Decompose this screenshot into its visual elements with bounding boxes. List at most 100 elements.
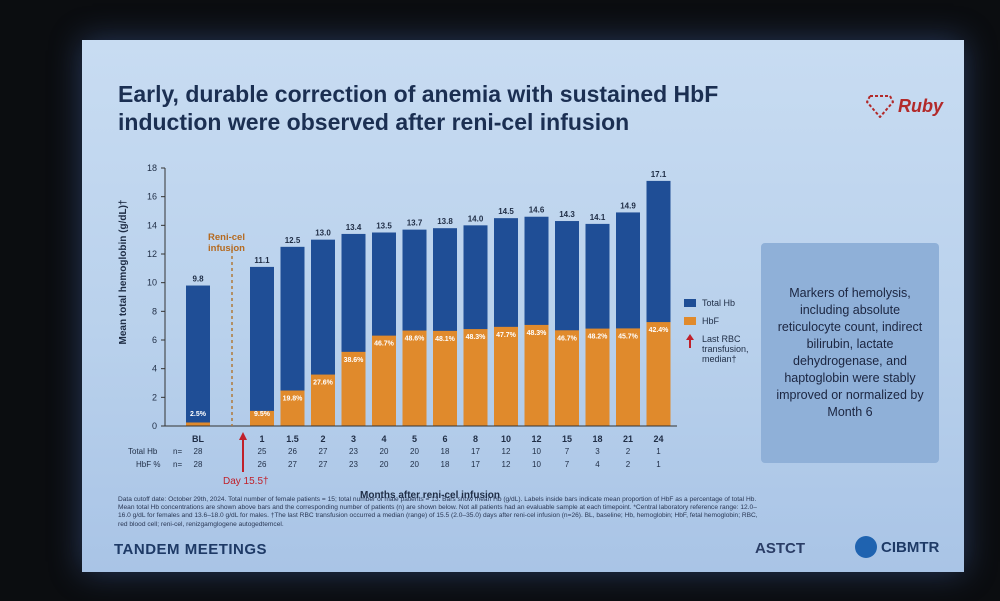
bar-hbf bbox=[372, 335, 396, 426]
hbf-percent-label: 47.7% bbox=[496, 332, 517, 339]
bar-total-hb bbox=[186, 285, 210, 426]
n-hbf: 18 bbox=[441, 460, 450, 469]
day-annotation: Day 15.5† bbox=[223, 476, 269, 487]
y-tick-label: 8 bbox=[152, 306, 157, 316]
n-hbf: 28 bbox=[194, 460, 203, 469]
hbf-percent-label: 19.8% bbox=[283, 396, 304, 403]
legend-transfusion: Last RBC transfusion, median† bbox=[684, 334, 764, 364]
x-tick-label: 6 bbox=[442, 434, 447, 444]
bar-hbf bbox=[402, 330, 427, 426]
hbf-percent-label: 9.5% bbox=[254, 411, 271, 418]
bar-hbf bbox=[250, 410, 274, 426]
y-tick-label: 18 bbox=[147, 163, 157, 173]
x-axis-label: Months after reni-cel infusion bbox=[360, 490, 500, 501]
n-hbf: 27 bbox=[319, 460, 328, 469]
n-hbf: 20 bbox=[380, 460, 389, 469]
bar-hbf bbox=[616, 328, 640, 426]
total-hb-value-label: 17.1 bbox=[651, 170, 667, 179]
hbf-percent-label: 27.6% bbox=[313, 380, 334, 387]
total-hb-value-label: 14.6 bbox=[529, 206, 545, 215]
hbf-percent-label: 48.2% bbox=[588, 334, 609, 341]
x-tick-label: 4 bbox=[381, 434, 386, 444]
n-total-hb: 17 bbox=[471, 447, 480, 456]
legend-total-label: Total Hb bbox=[702, 298, 736, 308]
hbf-percent-label: 46.7% bbox=[557, 335, 578, 342]
total-hb-value-label: 13.5 bbox=[376, 222, 392, 231]
x-tick-label: 8 bbox=[473, 434, 478, 444]
n-hbf: 26 bbox=[258, 460, 267, 469]
n-total-hb: 23 bbox=[349, 447, 358, 456]
bar-hbf bbox=[524, 324, 549, 426]
n-hbf: 23 bbox=[349, 460, 358, 469]
ruby-logo: Ruby bbox=[866, 94, 943, 118]
n-total-hb: 2 bbox=[626, 447, 631, 456]
legend-total: Total Hb bbox=[684, 298, 764, 308]
bar-hbf bbox=[280, 390, 305, 426]
n-total-hb: 7 bbox=[565, 447, 570, 456]
n-total-hb: 3 bbox=[595, 447, 600, 456]
footnote: Data cutoff date: October 29th, 2024. To… bbox=[118, 496, 758, 528]
bar-hbf bbox=[646, 322, 671, 426]
bar-hbf bbox=[463, 329, 488, 426]
hbf-percent-label: 42.4% bbox=[649, 327, 670, 334]
n-hbf: 20 bbox=[410, 460, 419, 469]
bar-total-hb bbox=[250, 266, 274, 426]
n-total-hb: 26 bbox=[288, 447, 297, 456]
x-tick-label: 15 bbox=[562, 434, 572, 444]
y-tick-label: 2 bbox=[152, 392, 157, 402]
y-tick-label: 16 bbox=[147, 192, 157, 202]
total-hb-value-label: 14.9 bbox=[620, 201, 636, 210]
n-total-hb: 12 bbox=[502, 447, 511, 456]
total-hb-value-label: 14.0 bbox=[468, 214, 484, 223]
n-hbf: 2 bbox=[626, 460, 631, 469]
bar-hbf bbox=[585, 328, 610, 426]
legend-hbf-swatch bbox=[684, 317, 696, 325]
n-hbf: 27 bbox=[288, 460, 297, 469]
tandem-meetings-logo: TANDEM MEETINGS bbox=[114, 541, 268, 558]
n-total-hb: 10 bbox=[532, 447, 541, 456]
total-hb-value-label: 14.5 bbox=[498, 207, 514, 216]
legend-hbf: HbF bbox=[684, 316, 764, 326]
total-hb-value-label: 13.0 bbox=[315, 229, 331, 238]
x-tick-label: 2 bbox=[320, 434, 325, 444]
hbf-percent-label: 48.1% bbox=[435, 336, 456, 343]
n-label-hbf: n= bbox=[173, 460, 182, 469]
hbf-percent-label: 48.3% bbox=[466, 334, 487, 341]
slide-title: Early, durable correction of anemia with… bbox=[118, 81, 719, 135]
bar-hbf bbox=[311, 374, 335, 426]
chart-legend: Total Hb HbF Last RBC transfusion, media… bbox=[684, 298, 764, 372]
ruby-logo-text: Ruby bbox=[898, 95, 943, 116]
n-total-hb: 28 bbox=[194, 447, 203, 456]
infusion-label: Reni-cel infusion bbox=[208, 232, 245, 254]
x-tick-label: BL bbox=[192, 434, 204, 444]
bar-hbf bbox=[555, 330, 579, 426]
n-total-hb: 27 bbox=[319, 447, 328, 456]
total-hb-value-label: 13.4 bbox=[346, 223, 362, 232]
total-hb-value-label: 13.7 bbox=[407, 219, 423, 228]
row-label-hbf: HbF % bbox=[136, 460, 160, 469]
y-tick-label: 6 bbox=[152, 335, 157, 345]
legend-hbf-label: HbF bbox=[702, 316, 720, 326]
hbf-percent-label: 48.3% bbox=[527, 330, 548, 337]
total-hb-value-label: 12.5 bbox=[285, 236, 301, 245]
x-tick-label: 1 bbox=[259, 434, 264, 444]
row-label-total-hb: Total Hb bbox=[128, 447, 158, 456]
x-tick-label: 12 bbox=[531, 434, 541, 444]
astct-logo: ASTCT bbox=[755, 540, 805, 557]
x-tick-label: 18 bbox=[592, 434, 602, 444]
n-total-hb: 20 bbox=[410, 447, 419, 456]
n-hbf: 1 bbox=[656, 460, 661, 469]
x-tick-label: 24 bbox=[653, 434, 663, 444]
hbf-percent-label: 45.7% bbox=[618, 333, 639, 340]
legend-transfusion-label: Last RBC transfusion, median† bbox=[702, 334, 749, 364]
hbf-percent-label: 2.5% bbox=[190, 411, 207, 418]
y-tick-label: 14 bbox=[147, 220, 157, 230]
n-hbf: 17 bbox=[471, 460, 480, 469]
n-total-hb: 20 bbox=[380, 447, 389, 456]
n-hbf: 10 bbox=[532, 460, 541, 469]
x-tick-label: 3 bbox=[351, 434, 356, 444]
y-tick-label: 10 bbox=[147, 278, 157, 288]
bar-hbf bbox=[186, 422, 210, 426]
bar-hbf bbox=[494, 326, 518, 426]
